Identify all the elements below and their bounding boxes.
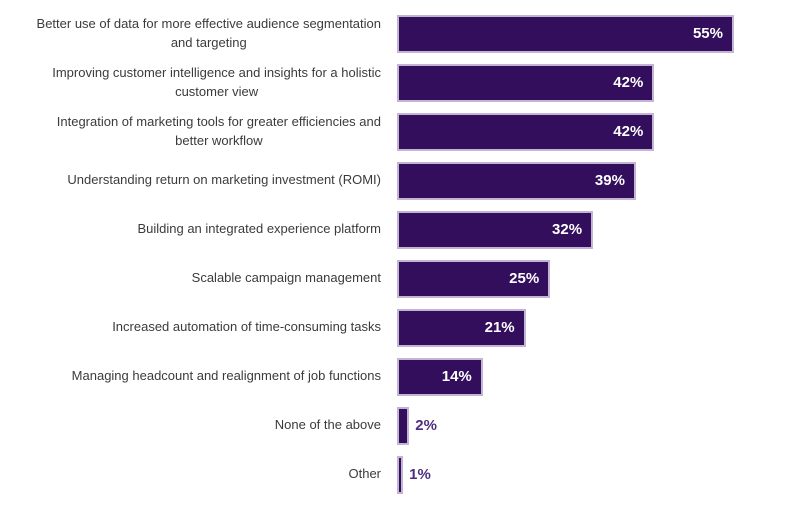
value-label: 42% [613,123,644,140]
category-label: Improving customer intelligence and insi… [52,65,381,99]
category-label-column: None of the above [0,416,397,434]
bar: 55% [397,14,734,53]
category-label-column: Better use of data for more effective au… [0,15,397,52]
bar-area: 1% [397,455,806,494]
bar: 42% [397,63,655,102]
chart-row: Better use of data for more effective au… [0,9,806,58]
bar-area: 25% [397,259,806,298]
category-label-column: Improving customer intelligence and insi… [0,64,397,101]
value-label: 32% [552,221,583,238]
bar: 42% [397,112,655,151]
chart-row: Scalable campaign management 25% [0,254,806,303]
bar-area: 55% [397,14,806,53]
bar: 21% [397,308,526,347]
category-label-column: Building an integrated experience platfo… [0,220,397,238]
category-label: Managing headcount and realignment of jo… [71,368,381,384]
bar [397,406,410,445]
bar-area: 2% [397,406,806,445]
value-label: 21% [484,319,515,336]
bar: 32% [397,210,594,249]
chart-row: Building an integrated experience platfo… [0,205,806,254]
category-label-column: Integration of marketing tools for great… [0,113,397,150]
category-label: None of the above [274,417,381,433]
chart-row: Managing headcount and realignment of jo… [0,352,806,401]
bar-area: 42% [397,112,806,151]
bar-area: 21% [397,308,806,347]
value-label: 2% [415,417,437,434]
category-label: Better use of data for more effective au… [36,16,381,50]
bar-area: 39% [397,161,806,200]
bar-area: 42% [397,63,806,102]
category-label: Understanding return on marketing invest… [67,172,381,188]
category-label-column: Scalable campaign management [0,269,397,287]
chart-row: None of the above 2% [0,401,806,450]
category-label: Other [348,466,381,482]
bar: 39% [397,161,636,200]
chart-row: Understanding return on marketing invest… [0,156,806,205]
category-label-column: Managing headcount and realignment of jo… [0,367,397,385]
value-label: 55% [692,25,723,42]
category-label: Scalable campaign management [191,270,381,286]
category-label: Increased automation of time-consuming t… [112,319,381,335]
category-label-column: Increased automation of time-consuming t… [0,318,397,336]
category-label: Integration of marketing tools for great… [56,114,381,148]
chart-row: Integration of marketing tools for great… [0,107,806,156]
chart-row: Increased automation of time-consuming t… [0,303,806,352]
bar [397,455,404,494]
value-label: 14% [441,368,472,385]
value-label: 25% [509,270,540,287]
category-label: Building an integrated experience platfo… [137,221,381,237]
chart-row: Other 1% [0,450,806,499]
bar-area: 32% [397,210,806,249]
value-label: 42% [613,74,644,91]
category-label-column: Other [0,465,397,483]
bar: 25% [397,259,551,298]
value-label: 1% [409,466,431,483]
value-label: 39% [594,172,625,189]
bar-area: 14% [397,357,806,396]
chart-row: Improving customer intelligence and insi… [0,58,806,107]
bar: 14% [397,357,483,396]
category-label-column: Understanding return on marketing invest… [0,171,397,189]
